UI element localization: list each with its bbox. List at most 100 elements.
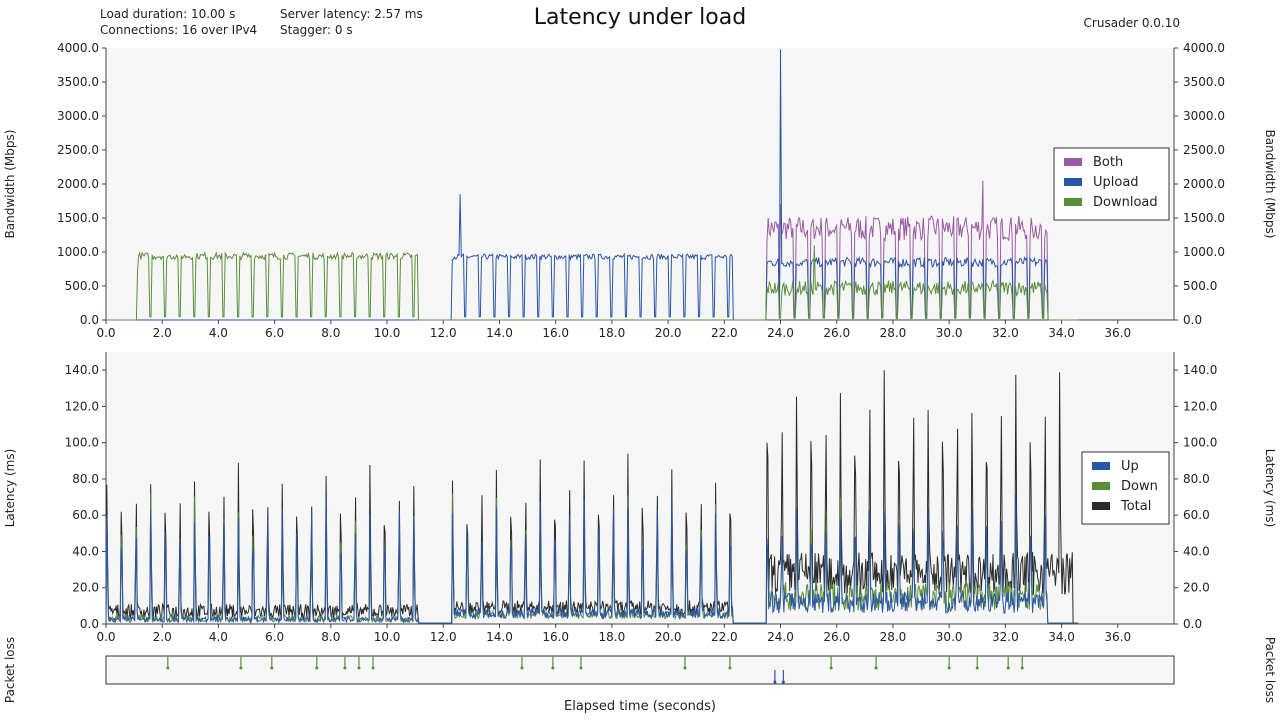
- packet-loss-label-right: Packet loss: [1263, 637, 1277, 703]
- bandwidth-ytick-label: 4000.0: [57, 41, 99, 55]
- latency-xtick-label: 30.0: [936, 630, 963, 644]
- bandwidth-xtick-label: 12.0: [430, 326, 457, 340]
- latency-xtick-label: 10.0: [374, 630, 401, 644]
- bandwidth-xtick-label: 22.0: [711, 326, 738, 340]
- bandwidth-xtick-label: 24.0: [767, 326, 794, 340]
- bandwidth-ytick-label: 3500.0: [57, 75, 99, 89]
- latency-xtick-label: 18.0: [599, 630, 626, 644]
- bandwidth-xtick-label: 30.0: [936, 326, 963, 340]
- packet-loss-down-dot: [683, 666, 687, 670]
- bandwidth-ytick-label-right: 0.0: [1183, 313, 1202, 327]
- bandwidth-xtick-label: 10.0: [374, 326, 401, 340]
- latency-ytick-label-right: 60.0: [1183, 508, 1210, 522]
- latency-xtick-label: 4.0: [209, 630, 228, 644]
- chart-title: Latency under load: [533, 5, 747, 30]
- bandwidth-xtick-label: 20.0: [655, 326, 682, 340]
- packet-loss-up-dot: [781, 680, 785, 684]
- bandwidth-xtick-label: 8.0: [321, 326, 340, 340]
- latency-xtick-label: 16.0: [542, 630, 569, 644]
- latency-legend: Up Down Total: [1081, 451, 1170, 525]
- latency-ytick-label: 100.0: [65, 436, 99, 450]
- bandwidth-xtick-label: 2.0: [153, 326, 172, 340]
- latency-xtick-label: 14.0: [486, 630, 513, 644]
- packet-loss-down-dot: [357, 666, 361, 670]
- connections: Connections: 16 over IPv4: [100, 23, 258, 37]
- bandwidth-xtick-label: 6.0: [265, 326, 284, 340]
- latency-xtick-label: 22.0: [711, 630, 738, 644]
- packet-loss-up-dot: [773, 680, 777, 684]
- server-latency: Server latency: 2.57 ms: [280, 7, 423, 21]
- latency-ytick-label-right: 100.0: [1183, 436, 1217, 450]
- latency-xtick-label: 12.0: [430, 630, 457, 644]
- bandwidth-ytick-label-right: 3000.0: [1183, 109, 1225, 123]
- packet-loss-down-dot: [874, 666, 878, 670]
- bandwidth-ytick-label-right: 3500.0: [1183, 75, 1225, 89]
- latency-ytick-label: 120.0: [65, 399, 99, 413]
- bandwidth-xtick-label: 28.0: [880, 326, 907, 340]
- bandwidth-ytick-label: 2500.0: [57, 143, 99, 157]
- bandwidth-ytick-label-right: 4000.0: [1183, 41, 1225, 55]
- packet-loss-down-dot: [166, 666, 170, 670]
- bandwidth-xtick-label: 0.0: [96, 326, 115, 340]
- version-label: Crusader 0.0.10: [1083, 16, 1180, 30]
- bandwidth-series-upload: [106, 49, 1079, 321]
- packet-loss-down-dot: [829, 666, 833, 670]
- bandwidth-xtick-label: 14.0: [486, 326, 513, 340]
- bandwidth-legend-label: Download: [1093, 195, 1158, 210]
- bandwidth-ytick-label: 500.0: [65, 279, 99, 293]
- latency-ytick-label-right: 20.0: [1183, 581, 1210, 595]
- bandwidth-ytick-label-right: 2500.0: [1183, 143, 1225, 157]
- stagger: Stagger: 0 s: [280, 23, 353, 37]
- packet-loss-down-dot: [947, 666, 951, 670]
- latency-xtick-label: 0.0: [96, 630, 115, 644]
- bandwidth-xtick-label: 34.0: [1048, 326, 1075, 340]
- bandwidth-xtick-label: 26.0: [823, 326, 850, 340]
- packet-loss-down-dot: [728, 666, 732, 670]
- latency-xtick-label: 2.0: [153, 630, 172, 644]
- bandwidth-xtick-label: 4.0: [209, 326, 228, 340]
- bandwidth-xtick-label: 18.0: [599, 326, 626, 340]
- latency-legend-swatch: [1092, 502, 1110, 510]
- packet-loss-down-dot: [1020, 666, 1024, 670]
- packet-loss-label: Packet loss: [3, 637, 17, 703]
- latency-xtick-label: 36.0: [1104, 630, 1131, 644]
- latency-ytick-label: 60.0: [72, 508, 99, 522]
- latency-ytick-label-right: 120.0: [1183, 399, 1217, 413]
- packet-loss-down-dot: [579, 666, 583, 670]
- bandwidth-legend: Both Upload Download: [1053, 147, 1170, 221]
- latency-ytick-label-right: 40.0: [1183, 544, 1210, 558]
- bandwidth-xtick-label: 16.0: [542, 326, 569, 340]
- latency-legend-label: Up: [1121, 459, 1139, 474]
- latency-ytick-label: 20.0: [72, 581, 99, 595]
- bandwidth-ytick-label-right: 1000.0: [1183, 245, 1225, 259]
- latency-series-up: [105, 494, 1079, 625]
- x-axis-label: Elapsed time (seconds): [564, 699, 716, 714]
- latency-ylabel: Latency (ms): [3, 449, 17, 528]
- bandwidth-ytick-label: 1500.0: [57, 211, 99, 225]
- bandwidth-legend-label: Upload: [1093, 175, 1139, 190]
- bandwidth-legend-swatch: [1064, 178, 1082, 186]
- bandwidth-legend-swatch: [1064, 198, 1082, 206]
- bandwidth-xtick-label: 36.0: [1104, 326, 1131, 340]
- bandwidth-ytick-label: 1000.0: [57, 245, 99, 259]
- latency-ylabel-right: Latency (ms): [1263, 449, 1277, 528]
- packet-loss-down-dot: [239, 666, 243, 670]
- latency-legend-swatch: [1092, 482, 1110, 490]
- bandwidth-plot-area: [106, 48, 1174, 320]
- bandwidth-ytick-label-right: 500.0: [1183, 279, 1217, 293]
- latency-xtick-label: 8.0: [321, 630, 340, 644]
- bandwidth-legend-swatch: [1064, 158, 1082, 166]
- bandwidth-xtick-label: 32.0: [992, 326, 1019, 340]
- latency-xtick-label: 24.0: [767, 630, 794, 644]
- latency-xtick-label: 32.0: [992, 630, 1019, 644]
- latency-legend-label: Down: [1121, 479, 1158, 494]
- load-duration: Load duration: 10.00 s: [100, 7, 236, 21]
- latency-legend-label: Total: [1120, 499, 1151, 514]
- latency-xtick-label: 6.0: [265, 630, 284, 644]
- bandwidth-ytick-label-right: 1500.0: [1183, 211, 1225, 225]
- latency-ytick-label-right: 140.0: [1183, 363, 1217, 377]
- bandwidth-ytick-label: 3000.0: [57, 109, 99, 123]
- packet-loss-down-dot: [371, 666, 375, 670]
- packet-loss-down-dot: [1006, 666, 1010, 670]
